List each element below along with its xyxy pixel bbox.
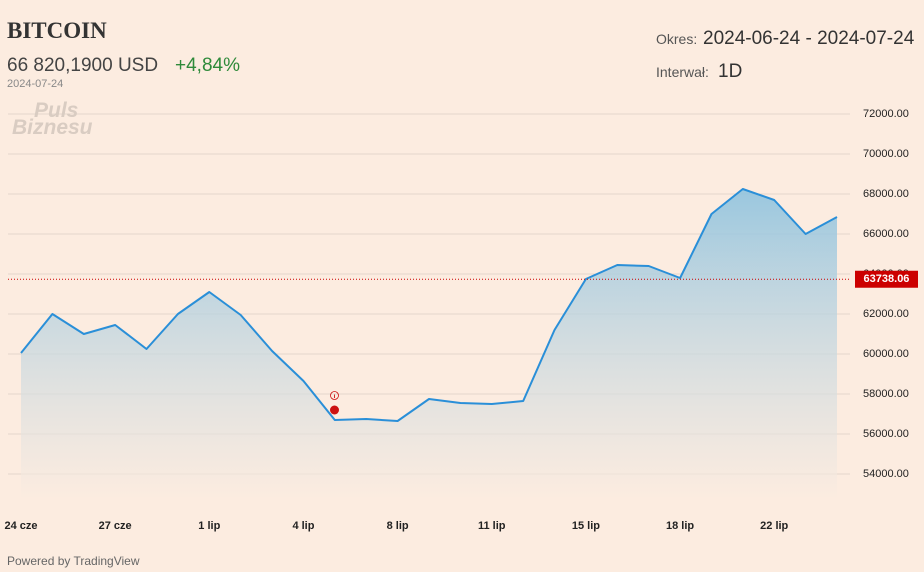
y-tick-label: 58000.00 bbox=[863, 388, 909, 400]
price: 66 820,1900 USD bbox=[7, 55, 159, 76]
x-tick-label: 15 lip bbox=[572, 520, 600, 532]
y-tick-label: 72000.00 bbox=[863, 108, 909, 120]
interval: 1D bbox=[718, 61, 743, 82]
date: 2024-07-24 bbox=[7, 78, 64, 90]
period: 2024-06-24 - 2024-07-24 bbox=[703, 28, 915, 49]
y-tick-label: 54000.00 bbox=[863, 468, 909, 480]
y-tick-label: 62000.00 bbox=[863, 308, 909, 320]
price-line bbox=[20, 188, 838, 422]
reference-label-box bbox=[855, 270, 918, 288]
x-tick-label: 1 lip bbox=[198, 520, 220, 532]
y-tick-label: 60000.00 bbox=[863, 348, 909, 360]
event-dot bbox=[330, 405, 339, 415]
period-label: Okres: bbox=[656, 31, 698, 47]
x-tick-label: 8 lip bbox=[387, 520, 409, 532]
x-tick-label: 18 lip bbox=[666, 520, 694, 532]
x-tick-label: 24 cze bbox=[4, 520, 37, 532]
y-tick-label: 56000.00 bbox=[863, 428, 909, 440]
x-tick-label: 27 cze bbox=[99, 520, 132, 532]
footer: Powered by TradingView bbox=[7, 554, 140, 568]
watermark-line: Puls bbox=[34, 99, 79, 122]
area-fill bbox=[21, 189, 837, 500]
reference-label: 63738.06 bbox=[864, 273, 910, 285]
y-tick-label: 70000.00 bbox=[863, 148, 909, 160]
change: +4,84% bbox=[175, 55, 240, 76]
y-tick-label: 66000.00 bbox=[863, 228, 909, 240]
watermark-line: Biznesu bbox=[12, 116, 93, 139]
x-tick-label: 22 lip bbox=[760, 520, 788, 532]
watermark: Puls Biznesu bbox=[12, 99, 93, 139]
interval-label: Interwał: bbox=[656, 64, 709, 80]
title: BITCOIN bbox=[7, 18, 107, 43]
x-tick-label: 4 lip bbox=[292, 520, 314, 532]
y-tick-label: 68000.00 bbox=[863, 188, 909, 200]
x-tick-label: 11 lip bbox=[478, 520, 506, 532]
event-icon bbox=[330, 391, 339, 400]
